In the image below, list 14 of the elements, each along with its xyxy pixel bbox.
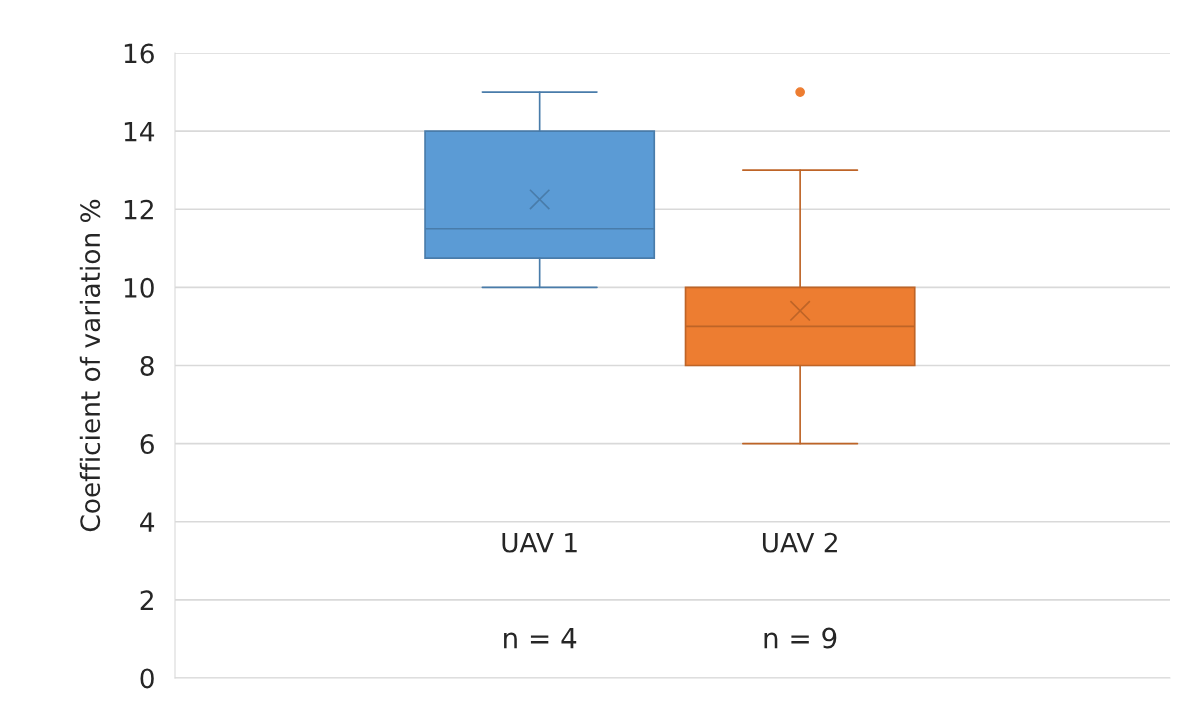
y-tick-label: 16 [124,43,154,64]
y-tick-label: 2 [140,590,153,610]
y-tick-label: 14 [124,121,155,142]
y-tick-label: 10 [124,277,154,298]
y-tick-label: 0 [140,668,154,689]
annotation: n = 9 [764,627,837,649]
x-tick-label: UAV 2 [762,532,837,553]
y-tick-label: 8 [140,355,154,376]
y-tick-label: 4 [140,512,155,532]
annotation: n = 4 [504,627,577,649]
x-tick-label: UAV 1 [502,532,577,553]
y-tick-label: 12 [124,199,153,220]
y-axis-title: Coefficient of variation % [79,199,101,532]
y-tick-label: 6 [140,434,154,455]
